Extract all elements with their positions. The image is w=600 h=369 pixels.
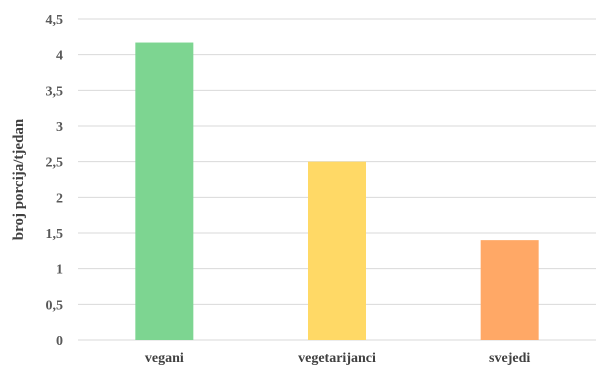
bars [135, 42, 539, 340]
y-tick-label: 1,5 [46, 227, 64, 242]
y-tick-label: 1 [56, 263, 63, 278]
x-axis-labels: vegani vegetarijanci svejedi [145, 351, 530, 366]
y-axis-ticks: 0 0,5 1 1,5 2 2,5 3 3,5 4 4,5 [46, 13, 64, 349]
y-tick-label: 2,5 [46, 156, 64, 171]
y-axis-title: broj porcija/tjedan [11, 118, 27, 240]
y-tick-label: 0,5 [46, 298, 64, 313]
x-category-label: svejedi [489, 351, 530, 366]
bar-vegani [135, 42, 194, 340]
y-tick-label: 4 [56, 49, 63, 64]
y-tick-label: 2 [56, 191, 63, 206]
y-tick-label: 3 [56, 120, 63, 135]
x-category-label: vegetarijanci [298, 351, 376, 366]
y-tick-label: 3,5 [46, 84, 64, 99]
x-category-label: vegani [145, 351, 184, 366]
y-tick-label: 0 [56, 334, 63, 349]
bar-vegetarijanci [308, 161, 366, 340]
y-tick-label: 4,5 [46, 13, 64, 28]
bar-svejedi [480, 240, 539, 340]
